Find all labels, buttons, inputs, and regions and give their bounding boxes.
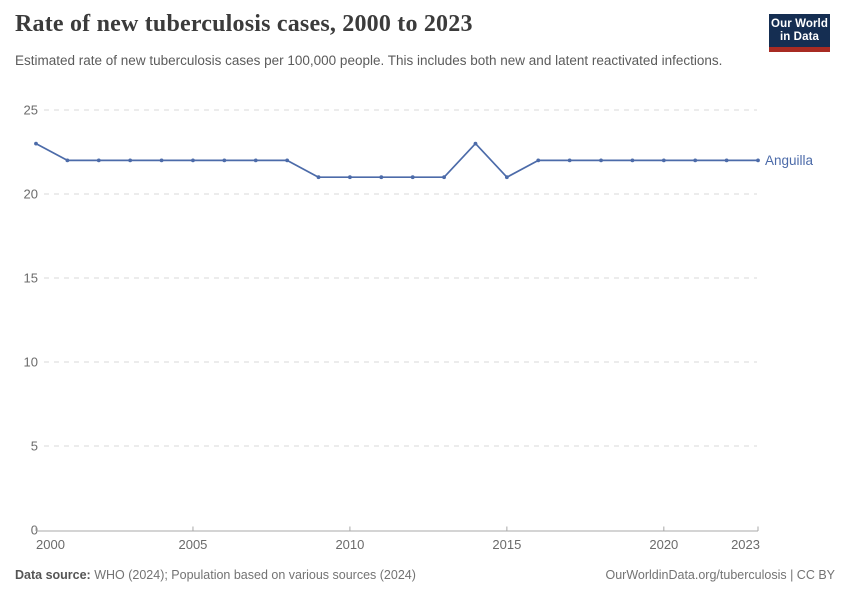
owid-logo-box: Our World in Data bbox=[769, 14, 830, 47]
x-axis-tick-label: 2020 bbox=[649, 537, 678, 552]
data-point[interactable] bbox=[253, 158, 258, 163]
data-source-label: Data source: bbox=[15, 568, 91, 582]
data-point[interactable] bbox=[504, 175, 509, 180]
y-axis-tick-label: 25 bbox=[24, 103, 38, 118]
y-axis-tick-label: 20 bbox=[24, 187, 38, 202]
owid-logo-line2: in Data bbox=[779, 31, 820, 43]
data-point[interactable] bbox=[65, 158, 70, 163]
data-point[interactable] bbox=[567, 158, 572, 163]
x-axis-tick-label: 2000 bbox=[36, 537, 65, 552]
data-point[interactable] bbox=[128, 158, 133, 163]
data-point[interactable] bbox=[724, 158, 729, 163]
x-axis-tick-label: 2005 bbox=[178, 537, 207, 552]
data-source-note: Data source: WHO (2024); Population base… bbox=[15, 568, 416, 582]
data-point[interactable] bbox=[410, 175, 415, 180]
owid-citation-link[interactable]: OurWorldinData.org/tuberculosis | CC BY bbox=[605, 568, 836, 582]
series-line[interactable] bbox=[35, 142, 759, 179]
data-point[interactable] bbox=[316, 175, 321, 180]
data-point[interactable] bbox=[693, 158, 698, 163]
data-point[interactable] bbox=[96, 158, 101, 163]
data-point[interactable] bbox=[756, 158, 760, 163]
data-point[interactable] bbox=[348, 175, 352, 180]
owid-logo-red-bar bbox=[769, 47, 830, 52]
data-point[interactable] bbox=[285, 158, 290, 163]
data-point[interactable] bbox=[222, 158, 227, 163]
y-axis-tick-label: 10 bbox=[24, 355, 38, 370]
data-point[interactable] bbox=[159, 158, 164, 163]
data-point[interactable] bbox=[442, 175, 446, 180]
y-axis-tick-label: 0 bbox=[31, 523, 38, 538]
owid-logo[interactable]: Our World in Data bbox=[769, 14, 830, 52]
data-point[interactable] bbox=[379, 175, 384, 180]
data-point[interactable] bbox=[34, 141, 38, 146]
data-point[interactable] bbox=[630, 158, 635, 163]
y-axis-tick-label: 15 bbox=[24, 271, 38, 286]
line-chart-canvas: 0 5 10 15 20 25 2000 2005 2010 2015 2020 2023 Anguil… bbox=[24, 103, 814, 553]
chart-title: Rate of new tuberculosis cases, 2000 to … bbox=[15, 11, 473, 37]
x-axis-tick-label: 2015 bbox=[492, 537, 521, 552]
data-point[interactable] bbox=[661, 158, 666, 163]
data-source-text: WHO (2024); Population based on various … bbox=[90, 568, 416, 582]
data-point[interactable] bbox=[536, 158, 541, 163]
data-point[interactable] bbox=[599, 158, 603, 163]
chart-footer: Data source: WHO (2024); Population base… bbox=[0, 566, 850, 590]
chart-subtitle: Estimated rate of new tuberculosis cases… bbox=[15, 53, 723, 68]
data-point[interactable] bbox=[191, 158, 195, 163]
x-axis-tick-label: 2023 bbox=[731, 537, 760, 552]
series-entity-label[interactable]: Anguilla bbox=[765, 153, 814, 168]
x-axis-tick-label: 2010 bbox=[335, 537, 364, 552]
y-axis-tick-label: 5 bbox=[31, 439, 38, 454]
data-point[interactable] bbox=[473, 141, 478, 146]
owid-logo-line1: Our World bbox=[771, 18, 828, 30]
